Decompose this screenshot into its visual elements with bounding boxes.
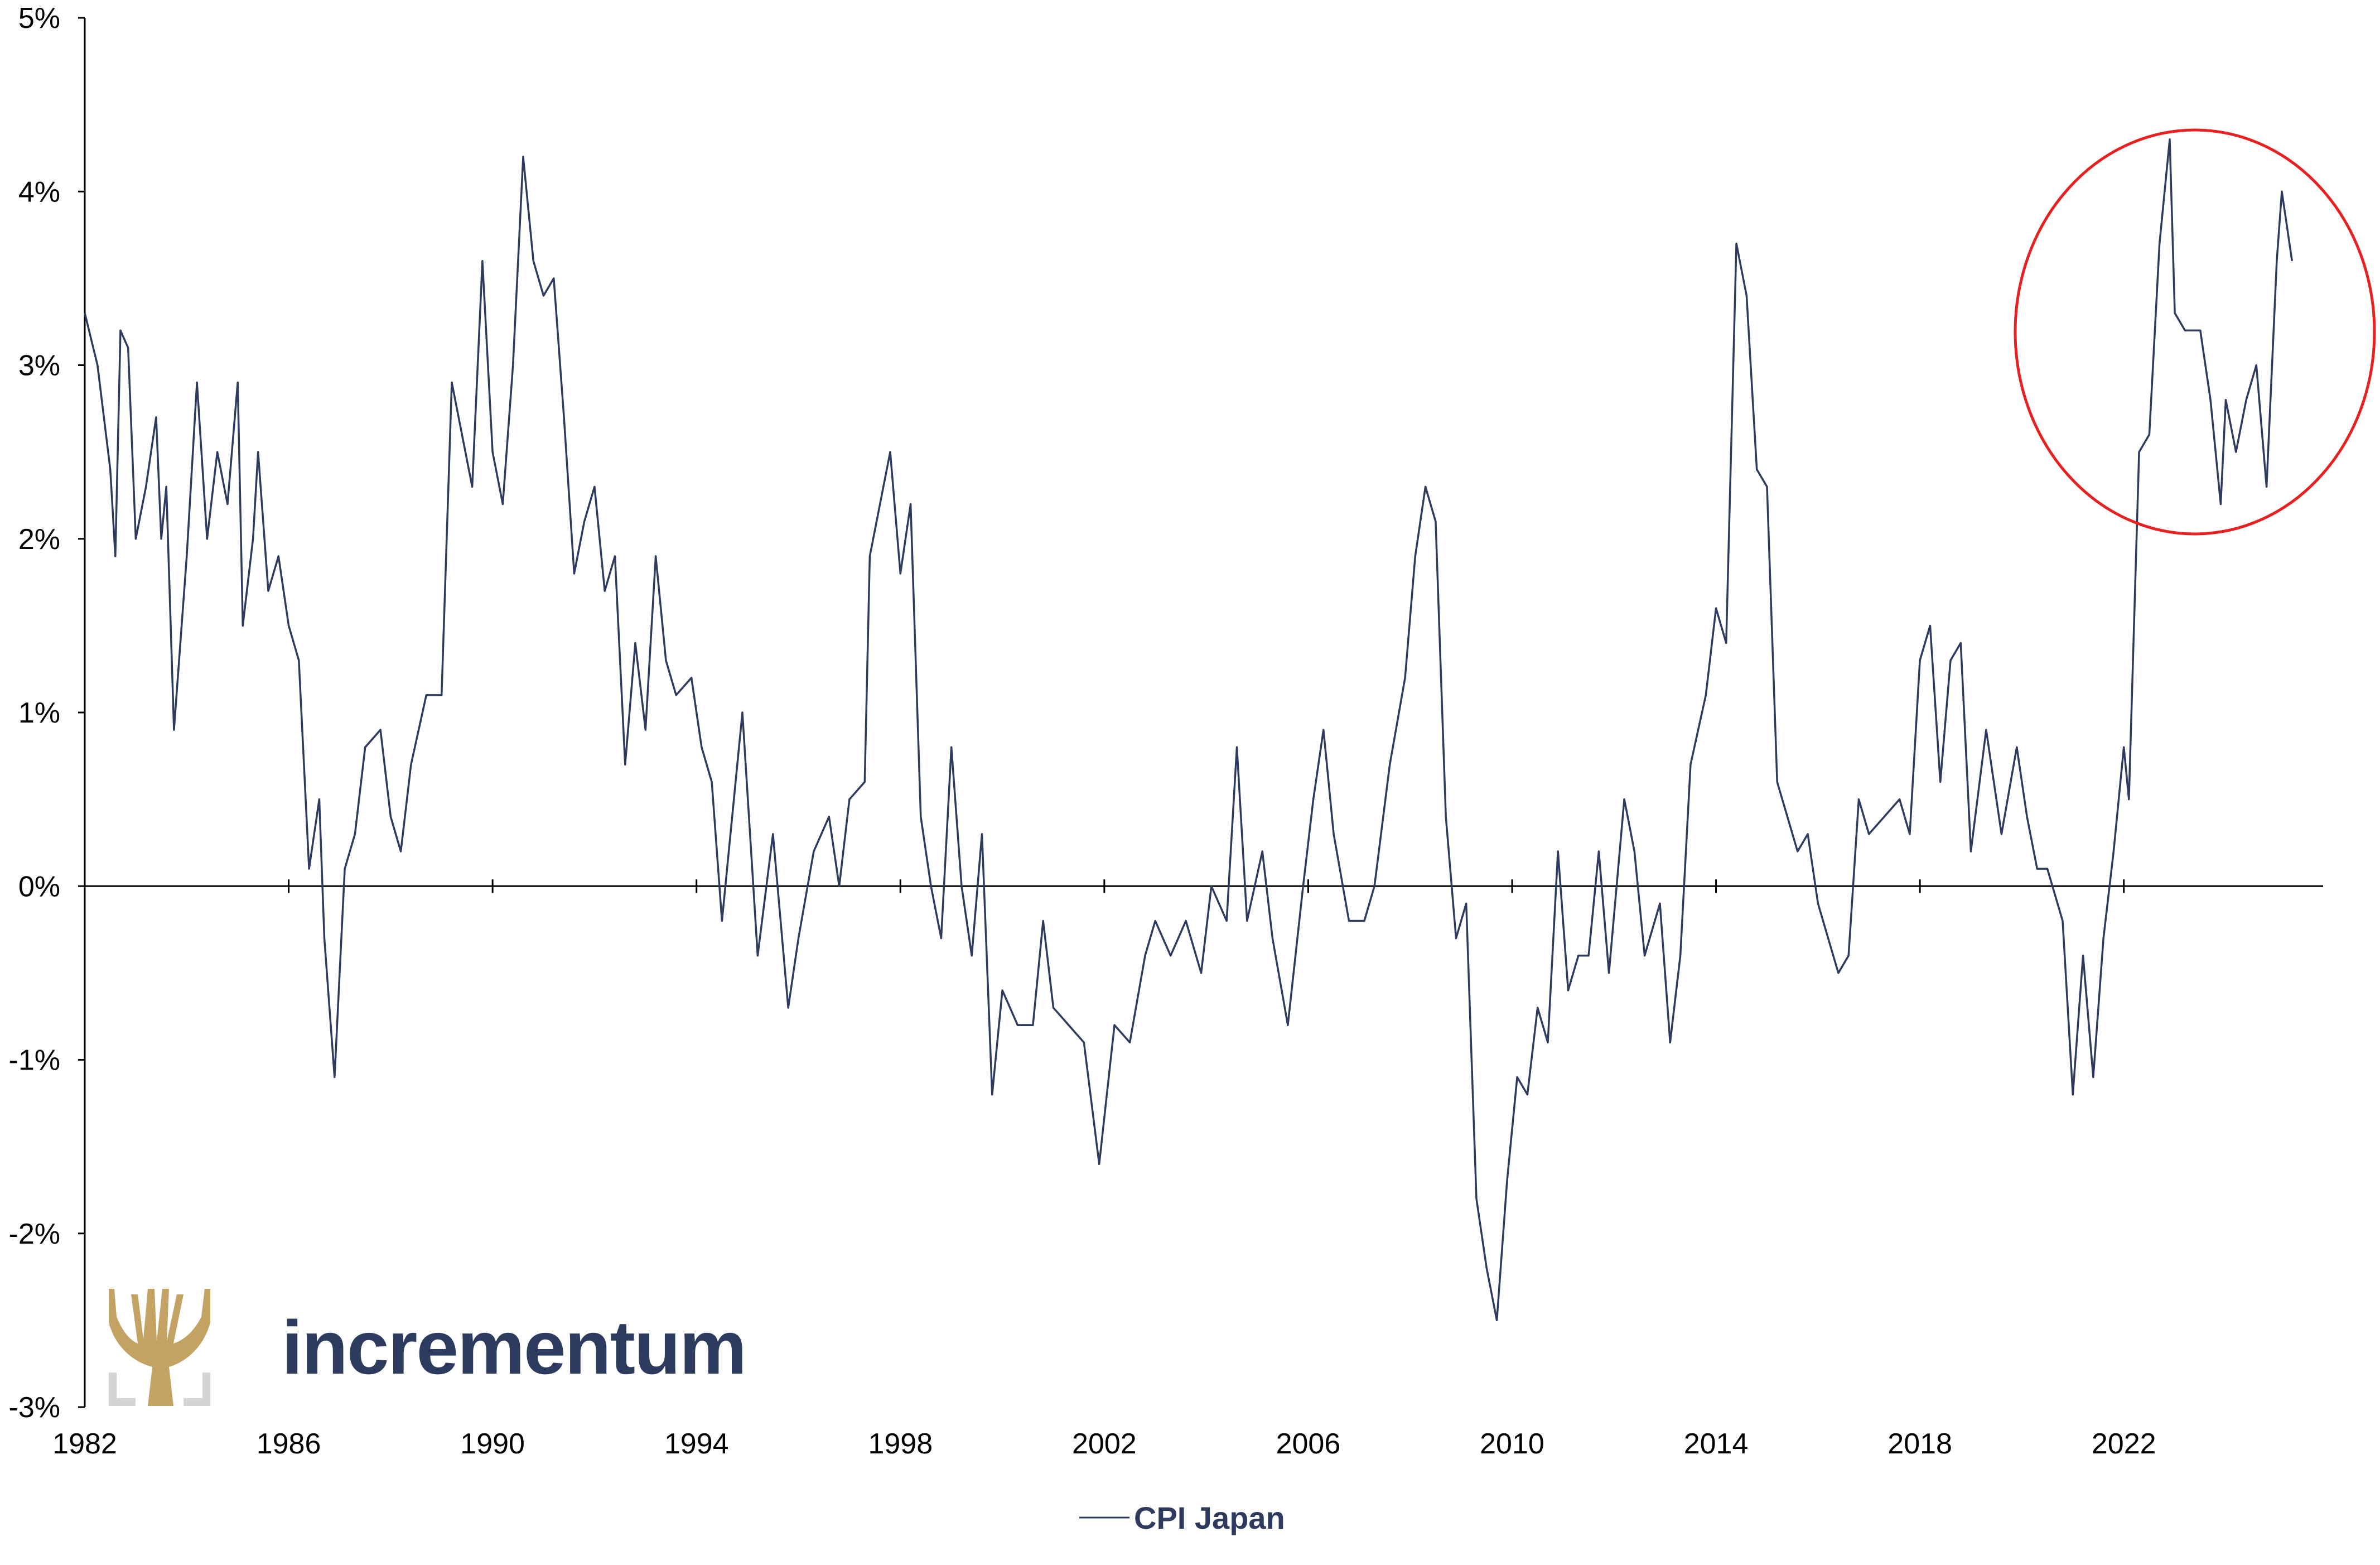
y-axis-tick-labels: 5% 4% 3% 2% 1% 0% -1% -2% -3%: [9, 2, 60, 1424]
x-tick-label: 2006: [1276, 1428, 1341, 1460]
x-axis-tick-labels: 1982 1986 1990 1994 1998 2002 2006 2010 2014 2018…: [52, 1428, 2156, 1460]
legend: CPI Japan: [1079, 1500, 1285, 1535]
brand-name: incrementum: [282, 1305, 746, 1390]
x-tick-label: 2022: [2092, 1428, 2156, 1460]
x-tick-label: 1986: [257, 1428, 321, 1460]
series-line-cpi-japan: [84, 138, 2294, 1322]
highlight-circle-annotation: [2014, 128, 2376, 536]
y-tick-label: 4%: [18, 176, 60, 208]
x-axis-ticks: [84, 879, 2125, 893]
y-tick-label: -2%: [9, 1218, 60, 1250]
y-tick-label: -1%: [9, 1044, 60, 1077]
x-tick-label: 2018: [1887, 1428, 1952, 1460]
y-tick-label: -3%: [9, 1391, 60, 1424]
y-axis-ticks: [78, 17, 85, 1408]
y-tick-label: 3%: [18, 350, 60, 382]
x-tick-label: 1998: [868, 1428, 933, 1460]
y-tick-label: 1%: [18, 697, 60, 729]
x-tick-label: 2010: [1480, 1428, 1544, 1460]
y-tick-label: 5%: [18, 2, 60, 35]
x-tick-label: 1994: [664, 1428, 729, 1460]
brand-logo: incrementum: [109, 1289, 747, 1406]
x-tick-label: 2002: [1072, 1428, 1137, 1460]
y-tick-label: 2%: [18, 523, 60, 556]
series-group: [84, 138, 2294, 1322]
x-tick-label: 1990: [460, 1428, 525, 1460]
legend-label-cpi-japan: CPI Japan: [1134, 1500, 1285, 1535]
x-tick-label: 1982: [52, 1428, 117, 1460]
x-tick-label: 2014: [1684, 1428, 1749, 1460]
tree-logo-icon: [109, 1289, 210, 1406]
y-tick-label: 0%: [18, 870, 60, 903]
